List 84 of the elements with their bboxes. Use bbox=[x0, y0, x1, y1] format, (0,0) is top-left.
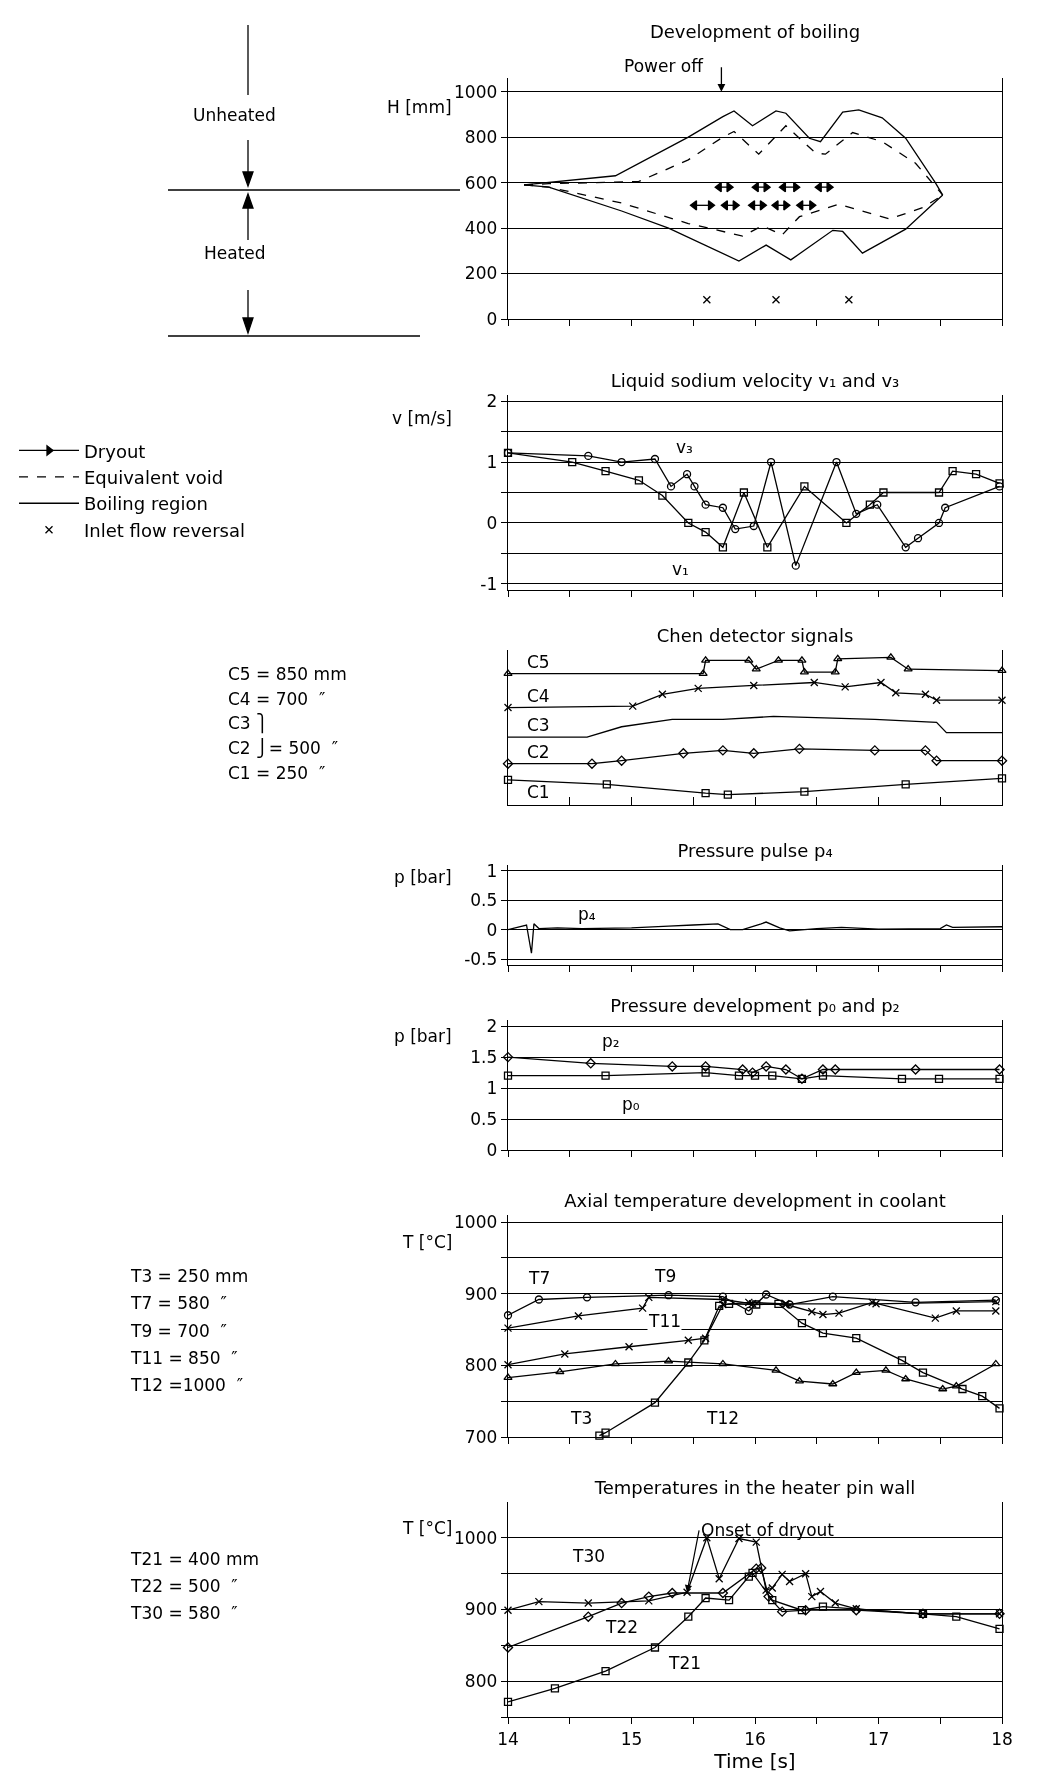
y-tick-label: 700 bbox=[464, 1426, 498, 1447]
chart-title: Axial temperature development in coolant bbox=[564, 1190, 946, 1211]
text: T30 bbox=[572, 1546, 606, 1566]
series-label: v₁ bbox=[672, 559, 689, 579]
text: T22 = 500 ″ bbox=[130, 1576, 238, 1596]
y-tick-label: 1000 bbox=[454, 81, 498, 102]
y-tick-label: 1000 bbox=[454, 1527, 498, 1548]
text: T12 bbox=[706, 1408, 740, 1428]
series-label: T7 bbox=[528, 1268, 551, 1288]
y-tick-label: 0 bbox=[486, 308, 498, 329]
y-tick-label: 1.5 bbox=[470, 1047, 498, 1068]
y-axis-title: p [bar] bbox=[394, 1026, 452, 1046]
y-tick-label: 1000 bbox=[454, 1212, 498, 1233]
chart-title: Liquid sodium velocity v₁ and v₃ bbox=[610, 370, 900, 391]
y-tick-label: 1 bbox=[486, 451, 498, 472]
y-tick-label: 400 bbox=[464, 218, 498, 239]
chart-title: Development of boiling bbox=[649, 21, 861, 42]
y-tick-label: 2 bbox=[486, 391, 498, 412]
chart-title: Pressure development p₀ and p₂ bbox=[610, 995, 900, 1016]
y-tick-label: -0.5 bbox=[464, 949, 498, 970]
y-tick-label: 1 bbox=[486, 860, 498, 881]
chart-title: Pressure pulse p₄ bbox=[677, 840, 833, 861]
y-tick-label: 800 bbox=[464, 1355, 498, 1376]
series-label: C5 bbox=[527, 652, 550, 672]
y-tick-label: 0 bbox=[486, 919, 498, 940]
legend-label: Equivalent void bbox=[84, 466, 224, 488]
y-tick-label: 0.5 bbox=[470, 890, 498, 911]
text: C1 = 250 ″ bbox=[228, 763, 326, 783]
x-tick-label: 14 bbox=[497, 1728, 519, 1749]
text: T11 = 850 ″ bbox=[130, 1348, 238, 1368]
y-tick-label: 0.5 bbox=[470, 1109, 498, 1129]
legend-label: Inlet flow reversal bbox=[84, 519, 245, 541]
y-tick-label: 900 bbox=[464, 1599, 498, 1620]
legend-label: Dryout bbox=[84, 440, 146, 462]
series-label: p₀ bbox=[622, 1094, 640, 1114]
text: Heated bbox=[204, 243, 266, 263]
text: T3 = 250 mm bbox=[130, 1266, 249, 1286]
y-tick-label: 2 bbox=[486, 1016, 498, 1037]
text: C4 = 700 ″ bbox=[228, 689, 326, 709]
text: T21 = 400 mm bbox=[130, 1549, 260, 1569]
series-label: C3 bbox=[527, 715, 550, 735]
annotation: Onset of dryout bbox=[701, 1520, 835, 1540]
text: T9 = 700 ″ bbox=[130, 1321, 227, 1341]
y-tick-label: 800 bbox=[464, 1671, 498, 1692]
text: C3 ⎫ bbox=[228, 713, 269, 734]
series-label: C1 bbox=[527, 782, 550, 802]
series-label: p₄ bbox=[578, 904, 596, 924]
series-label: T9 bbox=[654, 1266, 677, 1286]
x-tick-label: 17 bbox=[867, 1728, 890, 1749]
y-tick-label: 200 bbox=[464, 263, 498, 284]
series-label: C2 bbox=[527, 742, 550, 762]
y-axis-title: H [mm] bbox=[387, 97, 452, 117]
y-tick-label: -1 bbox=[480, 573, 498, 594]
y-axis-title: v [m/s] bbox=[392, 408, 452, 428]
x-tick-label: 15 bbox=[620, 1728, 643, 1749]
y-axis-title: T [°C] bbox=[402, 1232, 453, 1252]
series-label: T22 bbox=[605, 1617, 639, 1637]
x-tick-label: 18 bbox=[991, 1728, 1013, 1749]
y-tick-label: 800 bbox=[464, 127, 498, 148]
text: Unheated bbox=[193, 105, 276, 125]
y-tick-label: 600 bbox=[464, 172, 498, 193]
text: C5 = 850 mm bbox=[228, 664, 347, 684]
y-tick-label: 900 bbox=[464, 1283, 498, 1304]
text: T7 = 580 ″ bbox=[130, 1293, 227, 1313]
x-axis-title: Time [s] bbox=[713, 1748, 796, 1773]
y-tick-label: 0 bbox=[486, 1139, 498, 1160]
y-tick-label: 0 bbox=[486, 512, 498, 533]
y-axis-title: p [bar] bbox=[394, 867, 452, 887]
chart-title: Temperatures in the heater pin wall bbox=[593, 1477, 916, 1498]
text: C2 ⎭= 500 ″ bbox=[228, 738, 339, 759]
series-label: C4 bbox=[527, 686, 550, 706]
x-tick-label: 16 bbox=[744, 1728, 766, 1749]
text: Power off bbox=[624, 56, 705, 76]
text: T30 = 580 ″ bbox=[130, 1603, 238, 1623]
legend-label: Boiling region bbox=[84, 493, 208, 515]
series-label: T3 bbox=[570, 1408, 593, 1428]
chart-title: Chen detector signals bbox=[656, 625, 854, 646]
series-label: p₂ bbox=[602, 1031, 620, 1051]
series-label: v₃ bbox=[676, 437, 693, 457]
text: T12 =1000 ″ bbox=[130, 1375, 244, 1395]
series-label: T11 bbox=[648, 1311, 682, 1331]
series-label: T21 bbox=[668, 1653, 702, 1673]
y-axis-title: T [°C] bbox=[402, 1518, 453, 1538]
y-tick-label: 1 bbox=[486, 1078, 498, 1099]
